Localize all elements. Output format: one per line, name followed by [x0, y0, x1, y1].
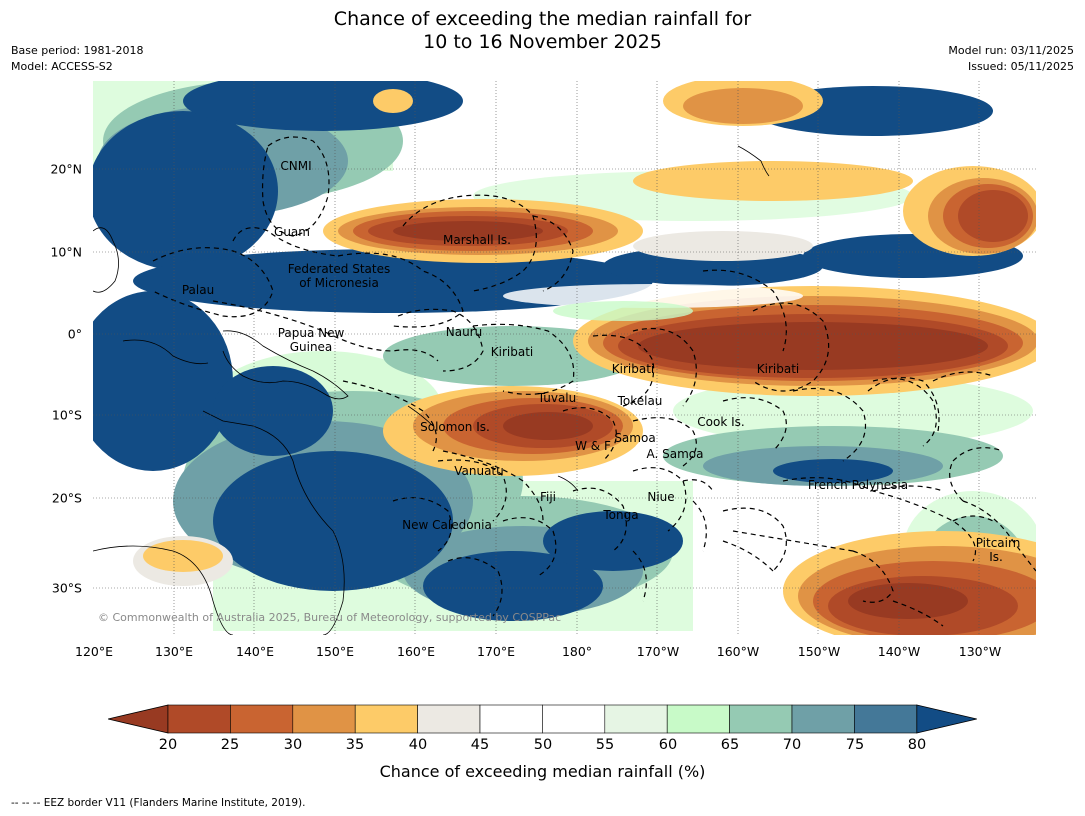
- model-name: Model: ACCESS-S2: [11, 60, 113, 73]
- colorbar-extend-low: [108, 704, 169, 734]
- cb-tick-25: 25: [220, 737, 240, 753]
- cb-tick-45: 45: [470, 737, 490, 753]
- cb-tick-20: 20: [158, 737, 178, 753]
- label-marshall-is: Marshall Is.: [443, 233, 511, 247]
- label-american-samoa: A. Samoa: [647, 447, 704, 461]
- cb-tick-80: 80: [907, 737, 927, 753]
- colorbar-cell: [542, 704, 606, 734]
- title-line-1: Chance of exceeding the median rainfall …: [333, 8, 752, 30]
- label-fiji: Fiji: [540, 490, 556, 504]
- label-solomon-is: Solomon Is.: [420, 420, 490, 434]
- base-period: Base period: 1981-2018: [11, 44, 144, 57]
- graticule: [93, 81, 1036, 635]
- colorbar-cell: [417, 704, 481, 734]
- label-french-polynesia: French Polynesia: [808, 478, 908, 492]
- x-tick-170e: 170°E: [476, 644, 516, 659]
- label-kiribati-east: Kiribati: [757, 362, 799, 376]
- y-tick-20n: 20°N: [50, 161, 82, 177]
- x-tick-130e: 130°E: [154, 644, 194, 659]
- label-tuvalu: Tuvalu: [537, 391, 577, 405]
- eez-borders: [152, 136, 1036, 627]
- colorbar: [108, 704, 977, 734]
- x-tick-150e: 150°E: [315, 644, 355, 659]
- issued-date: Issued: 05/11/2025: [967, 60, 1074, 73]
- x-tick-150w: 150°W: [797, 644, 841, 659]
- cb-tick-75: 75: [845, 737, 865, 753]
- label-tonga: Tonga: [602, 508, 638, 522]
- colorbar-extend-high: [916, 704, 977, 734]
- label-kiribati-west: Kiribati: [491, 345, 533, 359]
- colorbar-cell: [292, 704, 356, 734]
- label-pitcairn-1: Pitcairn: [976, 536, 1021, 550]
- label-vanuatu: Vanuatu: [454, 464, 504, 478]
- cb-tick-65: 65: [720, 737, 740, 753]
- cb-tick-70: 70: [782, 737, 802, 753]
- label-fsm-1: Federated States: [288, 262, 390, 276]
- x-tick-130w: 130°W: [958, 644, 1002, 659]
- label-cook-is: Cook Is.: [697, 415, 744, 429]
- label-wallis-futuna: W & F: [575, 439, 611, 453]
- copyright-notice: © Commonwealth of Australia 2025, Bureau…: [98, 611, 561, 624]
- label-palau: Palau: [182, 283, 214, 297]
- colorbar-cell: [604, 704, 668, 734]
- rainfall-map: CNMI Guam Marshall Is. Federated States …: [93, 81, 1036, 635]
- coastlines: [93, 145, 770, 635]
- colorbar-cell: [854, 704, 918, 734]
- colorbar-label: Chance of exceeding median rainfall (%): [379, 762, 706, 781]
- x-tick-120e: 120°E: [74, 644, 114, 659]
- x-tick-140e: 140°E: [235, 644, 275, 659]
- label-nauru: Nauru: [446, 325, 482, 339]
- label-pitcairn-2: Is.: [989, 550, 1003, 564]
- region-labels: CNMI Guam Marshall Is. Federated States …: [182, 159, 1020, 564]
- colorbar-cell: [729, 704, 793, 734]
- eez-footnote: -- -- -- EEZ border V11 (Flanders Marine…: [11, 797, 306, 809]
- cb-tick-30: 30: [283, 737, 303, 753]
- x-tick-180: 180°: [561, 644, 593, 659]
- cb-tick-60: 60: [658, 737, 678, 753]
- meta-right: Model run: 03/11/2025 Issued: 05/11/2025: [948, 43, 1074, 75]
- label-guam: Guam: [274, 225, 310, 239]
- cb-tick-55: 55: [595, 737, 615, 753]
- label-tokelau: Tokelau: [617, 394, 663, 408]
- label-niue: Niue: [647, 490, 674, 504]
- colorbar-cell: [354, 704, 418, 734]
- label-png-1: Papua New: [278, 326, 345, 340]
- label-png-2: Guinea: [290, 340, 333, 354]
- title-line-2: 10 to 16 November 2025: [423, 31, 662, 53]
- y-tick-0: 0°: [67, 326, 82, 342]
- y-tick-20s: 20°S: [51, 490, 82, 506]
- meta-left: Base period: 1981-2018 Model: ACCESS-S2: [11, 43, 143, 75]
- colorbar-cell: [791, 704, 855, 734]
- colorbar-cell: [167, 704, 231, 734]
- colorbar-cell: [230, 704, 294, 734]
- label-kiribati-central: Kiribati: [612, 362, 654, 376]
- y-tick-30s: 30°S: [51, 580, 82, 596]
- map-svg: CNMI Guam Marshall Is. Federated States …: [93, 81, 1036, 635]
- y-tick-10n: 10°N: [50, 244, 82, 260]
- cb-tick-35: 35: [345, 737, 365, 753]
- colorbar-cell: [479, 704, 543, 734]
- cb-tick-50: 50: [533, 737, 553, 753]
- cb-tick-40: 40: [408, 737, 428, 753]
- x-tick-140w: 140°W: [877, 644, 921, 659]
- label-samoa: Samoa: [614, 431, 655, 445]
- label-fsm-2: of Micronesia: [299, 276, 379, 290]
- x-tick-160w: 160°W: [716, 644, 760, 659]
- label-cnmi: CNMI: [280, 159, 311, 173]
- x-tick-170w: 170°W: [636, 644, 680, 659]
- map-title: Chance of exceeding the median rainfall …: [0, 8, 1085, 54]
- y-tick-10s: 10°S: [51, 407, 82, 423]
- x-tick-160e: 160°E: [396, 644, 436, 659]
- model-run: Model run: 03/11/2025: [948, 44, 1074, 57]
- label-new-caledonia: New Caledonia: [402, 518, 492, 532]
- colorbar-cell: [666, 704, 730, 734]
